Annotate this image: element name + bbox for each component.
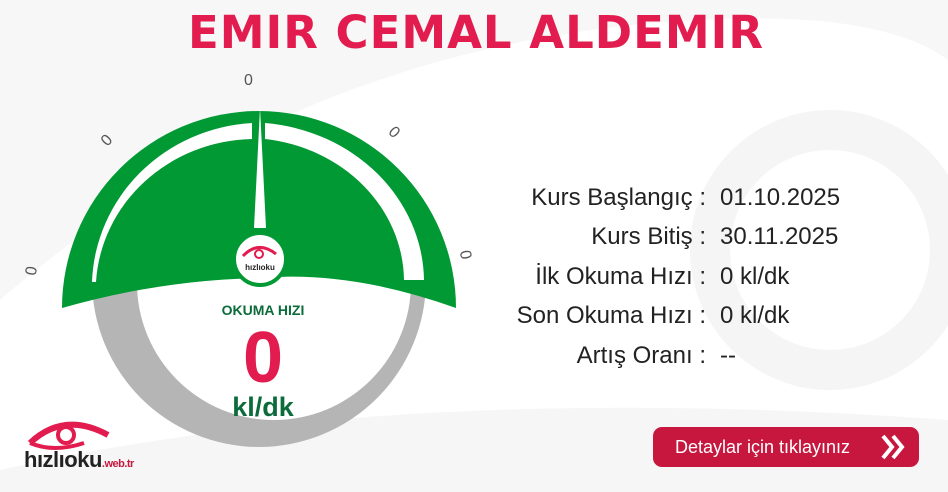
brand-eye-logo-icon xyxy=(27,421,110,450)
gauge-logo-text: hızlıoku xyxy=(245,263,275,272)
tick-label: 0 xyxy=(244,72,253,89)
info-row-last-speed: Son Okuma Hızı :0 kl/dk xyxy=(516,302,790,330)
reading-speed-value: 0 xyxy=(242,318,284,398)
gauge-logo-circle xyxy=(232,231,288,287)
speed-gauge: hızlıoku xyxy=(62,108,456,447)
info-row-end: Kurs Bitiş :30.11.2025 xyxy=(591,223,839,251)
info-row-increase: Artış Oranı : -- xyxy=(576,341,736,369)
gauge-white-band-right xyxy=(265,123,424,280)
gauge-needle xyxy=(254,108,266,228)
gauge-white-band-left xyxy=(92,123,252,282)
course-info: Kurs Başlangıç :01.10.2025 Kurs Bitiş :3… xyxy=(470,178,841,376)
details-button-label: Detaylar için tıklayınız xyxy=(675,436,851,457)
details-button[interactable]: Detaylar için tıklayınız xyxy=(653,427,919,467)
double-chevron-right-icon xyxy=(881,434,905,460)
reading-speed-unit: kl/dk xyxy=(232,392,294,422)
brand-logo: hızlıoku.web.tr xyxy=(24,447,134,472)
info-row-start: Kurs Başlangıç :01.10.2025 xyxy=(531,183,841,211)
reading-speed-label: OKUMA HIZI xyxy=(221,302,305,318)
info-row-first-speed: İlk Okuma Hızı :0 kl/dk xyxy=(535,262,790,290)
eye-logo-icon xyxy=(241,246,277,258)
student-name-title: EMIR CEMAL ALDEMIR xyxy=(187,6,765,59)
